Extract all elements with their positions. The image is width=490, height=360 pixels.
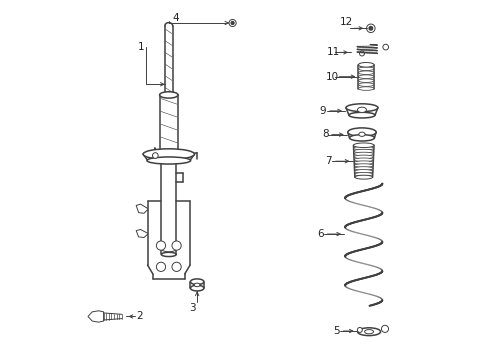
- Ellipse shape: [346, 104, 378, 112]
- Circle shape: [229, 19, 236, 27]
- Ellipse shape: [355, 175, 372, 179]
- Ellipse shape: [160, 92, 178, 98]
- Ellipse shape: [358, 67, 374, 71]
- Ellipse shape: [349, 112, 375, 118]
- Circle shape: [152, 153, 158, 158]
- Ellipse shape: [358, 71, 374, 75]
- Text: 8: 8: [322, 129, 329, 139]
- Ellipse shape: [354, 147, 374, 150]
- Ellipse shape: [147, 157, 191, 164]
- Ellipse shape: [358, 63, 374, 67]
- Ellipse shape: [348, 128, 376, 136]
- Ellipse shape: [360, 51, 365, 56]
- Text: 12: 12: [340, 17, 353, 27]
- Circle shape: [156, 241, 166, 250]
- Text: 7: 7: [325, 156, 332, 166]
- Ellipse shape: [354, 155, 373, 159]
- Ellipse shape: [353, 143, 374, 148]
- Ellipse shape: [354, 149, 374, 153]
- Ellipse shape: [365, 329, 373, 334]
- Ellipse shape: [354, 164, 373, 167]
- Text: 4: 4: [172, 13, 179, 23]
- Ellipse shape: [143, 149, 195, 159]
- Ellipse shape: [358, 79, 374, 82]
- Text: 5: 5: [333, 326, 340, 336]
- Ellipse shape: [358, 75, 374, 78]
- Circle shape: [231, 22, 234, 24]
- Text: 6: 6: [317, 229, 323, 239]
- Ellipse shape: [358, 83, 374, 86]
- Ellipse shape: [355, 170, 373, 173]
- Circle shape: [367, 24, 375, 32]
- Polygon shape: [88, 311, 103, 322]
- Text: 10: 10: [326, 72, 339, 82]
- Ellipse shape: [358, 107, 367, 112]
- Ellipse shape: [354, 167, 373, 170]
- Ellipse shape: [354, 161, 373, 165]
- Circle shape: [357, 328, 362, 332]
- Ellipse shape: [358, 87, 374, 90]
- Text: 2: 2: [136, 311, 143, 321]
- Ellipse shape: [355, 172, 373, 176]
- Ellipse shape: [354, 152, 374, 156]
- Circle shape: [172, 241, 181, 250]
- Text: 9: 9: [319, 105, 326, 116]
- Ellipse shape: [161, 252, 176, 257]
- Ellipse shape: [191, 279, 204, 284]
- Ellipse shape: [383, 44, 389, 50]
- Ellipse shape: [195, 283, 200, 287]
- Ellipse shape: [358, 63, 374, 67]
- Ellipse shape: [354, 158, 373, 162]
- Ellipse shape: [191, 285, 204, 291]
- Text: 3: 3: [190, 303, 196, 312]
- Circle shape: [156, 262, 166, 271]
- Ellipse shape: [349, 135, 374, 141]
- Circle shape: [369, 27, 372, 30]
- Ellipse shape: [359, 132, 365, 136]
- Text: 1: 1: [138, 42, 145, 52]
- Circle shape: [381, 325, 389, 332]
- Circle shape: [172, 262, 181, 271]
- Text: 11: 11: [326, 47, 340, 57]
- Ellipse shape: [358, 328, 381, 336]
